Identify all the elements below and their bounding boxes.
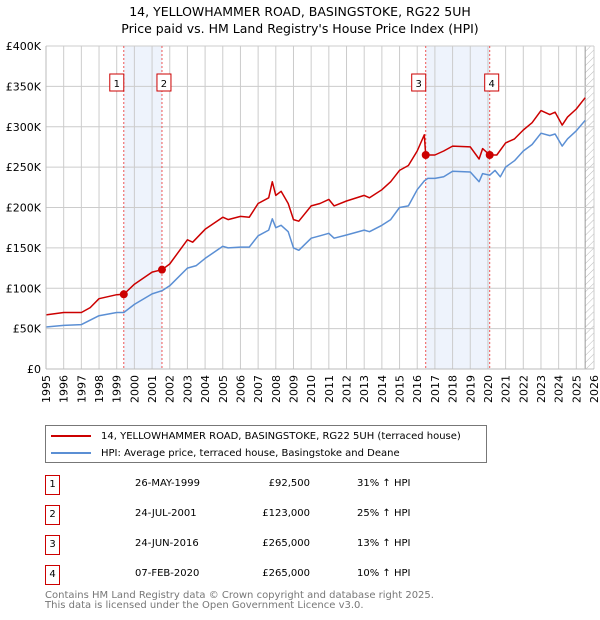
- transaction-date: 07-FEB-2020: [135, 568, 200, 579]
- y-tick-label: £350K: [6, 80, 42, 93]
- sale-point: [157, 265, 166, 274]
- legend-item-hpi: HPI: Average price, terraced house, Basi…: [46, 445, 400, 461]
- x-tick-label: 2014: [376, 375, 389, 403]
- transaction-number-badge: 1: [45, 475, 60, 495]
- sale-point: [421, 151, 430, 160]
- y-tick-label: £200K: [6, 202, 42, 215]
- x-tick-label: 2021: [500, 375, 513, 403]
- x-tick-label: 2001: [146, 375, 159, 403]
- transaction-date: 24-JUL-2001: [135, 508, 197, 519]
- transaction-number-badge: 4: [45, 565, 60, 585]
- sale-number-box: [411, 73, 427, 92]
- footer-licence: This data is licensed under the Open Gov…: [45, 600, 364, 611]
- sale-point: [119, 290, 128, 299]
- x-tick-label: 2003: [181, 375, 194, 403]
- x-tick-label: 2023: [535, 375, 548, 403]
- transaction-hpi-change: 25% ↑ HPI: [357, 508, 411, 519]
- x-tick-label: 2005: [217, 375, 230, 403]
- sale-number-label: 3: [416, 79, 422, 90]
- legend-label-hpi: HPI: Average price, terraced house, Basi…: [101, 447, 400, 459]
- transaction-row: 4 07-FEB-2020 £265,000 10% ↑ HPI: [45, 565, 445, 585]
- sale-number-box: [156, 73, 172, 92]
- x-tick-label: 2024: [553, 375, 566, 403]
- transaction-price: £265,000: [262, 568, 310, 579]
- x-tick-label: 2011: [323, 375, 336, 403]
- transaction-row: 2 24-JUL-2001 £123,000 25% ↑ HPI: [45, 505, 445, 525]
- transaction-price: £123,000: [262, 508, 310, 519]
- x-tick-label: 2006: [234, 375, 247, 403]
- legend-swatch-red: [51, 435, 91, 437]
- x-tick-label: 2018: [447, 375, 460, 403]
- x-tick-label: 2010: [305, 375, 318, 403]
- y-tick-label: £50K: [13, 323, 42, 336]
- x-tick-label: 2022: [517, 375, 530, 403]
- legend-swatch-blue: [51, 452, 91, 454]
- y-tick-label: £100K: [6, 282, 42, 295]
- legend-label-price: 14, YELLOWHAMMER ROAD, BASINGSTOKE, RG22…: [101, 430, 461, 442]
- transaction-hpi-change: 10% ↑ HPI: [357, 568, 411, 579]
- x-tick-label: 2017: [429, 375, 442, 403]
- x-tick-label: 1995: [40, 375, 53, 403]
- x-tick-label: 2009: [287, 375, 300, 403]
- chart-subtitle: Price paid vs. HM Land Registry's House …: [121, 21, 479, 36]
- x-tick-label: 1996: [58, 375, 71, 403]
- x-tick-label: 2008: [270, 375, 283, 403]
- sale-point: [485, 151, 494, 160]
- transaction-row: 3 24-JUN-2016 £265,000 13% ↑ HPI: [45, 535, 445, 555]
- sale-number-label: 1: [114, 79, 120, 90]
- x-tick-label: 2007: [252, 375, 265, 403]
- footer-copyright: Contains HM Land Registry data © Crown c…: [45, 590, 434, 601]
- price-chart: 1995 1996 1997 1998 1999 2000 2001 2002 2003 2004…: [6, 40, 600, 403]
- x-tick-label: 2025: [570, 375, 583, 403]
- sale-number-label: 4: [489, 79, 495, 90]
- y-tick-label: £150K: [6, 242, 42, 255]
- transaction-price: £265,000: [262, 538, 310, 549]
- price-paid-line: [45, 97, 586, 316]
- x-tick-label: 2019: [464, 375, 477, 403]
- chart-legend: 14, YELLOWHAMMER ROAD, BASINGSTOKE, RG22…: [45, 425, 487, 463]
- y-tick-label: £0: [27, 363, 41, 376]
- transaction-date: 26-MAY-1999: [135, 478, 201, 489]
- x-tick-label: 2016: [411, 375, 424, 403]
- x-tick-label: 1997: [75, 375, 88, 403]
- y-tick-label: £400K: [6, 40, 42, 53]
- transaction-date: 24-JUN-2016: [135, 538, 199, 549]
- x-tick-label: 2000: [128, 375, 141, 403]
- chart-title-address: 14, YELLOWHAMMER ROAD, BASINGSTOKE, RG22…: [129, 4, 471, 19]
- x-tick-label: 2026: [588, 375, 600, 403]
- transaction-hpi-change: 31% ↑ HPI: [357, 478, 411, 489]
- x-tick-label: 2015: [394, 375, 407, 403]
- legend-item-price: 14, YELLOWHAMMER ROAD, BASINGSTOKE, RG22…: [46, 428, 461, 444]
- x-tick-label: 2004: [199, 375, 212, 403]
- y-tick-label: £250K: [6, 161, 42, 174]
- x-tick-label: 2002: [164, 375, 177, 403]
- sale-number-box: [484, 73, 500, 92]
- transaction-hpi-change: 13% ↑ HPI: [357, 538, 411, 549]
- x-tick-label: 1998: [93, 375, 106, 403]
- x-tick-label: 2020: [482, 375, 495, 403]
- x-tick-label: 2013: [358, 375, 371, 403]
- sale-number-box: [109, 73, 125, 92]
- sale-number-label: 2: [161, 79, 167, 90]
- x-tick-label: 2012: [341, 375, 354, 403]
- hpi-line: [45, 119, 586, 328]
- transaction-number-badge: 2: [45, 505, 60, 525]
- transaction-price: £92,500: [268, 478, 310, 489]
- y-tick-label: £300K: [6, 121, 42, 134]
- transaction-row: 1 26-MAY-1999 £92,500 31% ↑ HPI: [45, 475, 445, 495]
- x-tick-label: 1999: [111, 375, 124, 403]
- transaction-number-badge: 3: [45, 535, 60, 555]
